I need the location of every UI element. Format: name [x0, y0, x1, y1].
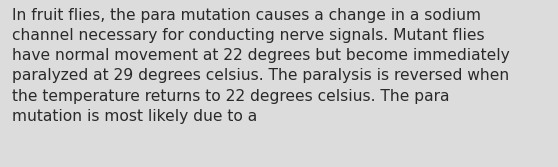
Text: In fruit flies, the para mutation causes a change in a sodium
channel necessary : In fruit flies, the para mutation causes… [12, 8, 510, 124]
